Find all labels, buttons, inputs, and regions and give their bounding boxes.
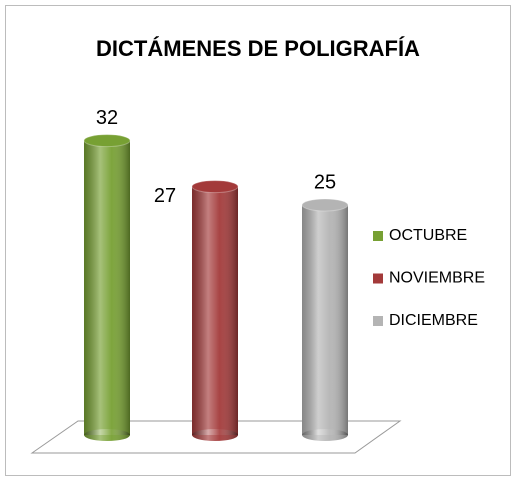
legend-swatch [373,316,383,326]
data-label: 27 [154,185,176,207]
bar-shading [192,186,238,435]
bar-shading [302,205,348,435]
chart-title: DICTÁMENES DE POLIGRAFÍA [96,36,420,61]
legend-label: DICIEMBRE [389,312,478,329]
bar-shading [302,429,348,441]
bar-shading [84,429,130,441]
bar-top [191,180,239,194]
bar-shading [192,429,238,441]
bar-shading [84,140,130,435]
data-label: 32 [96,107,118,129]
legend-label: NOVIEMBRE [389,270,485,287]
legend-swatch [373,231,383,241]
legend-swatch [373,273,383,284]
data-label: 25 [314,171,336,193]
bar-top [83,134,131,148]
bar-top [301,198,349,212]
legend-label: OCTUBRE [389,227,467,244]
